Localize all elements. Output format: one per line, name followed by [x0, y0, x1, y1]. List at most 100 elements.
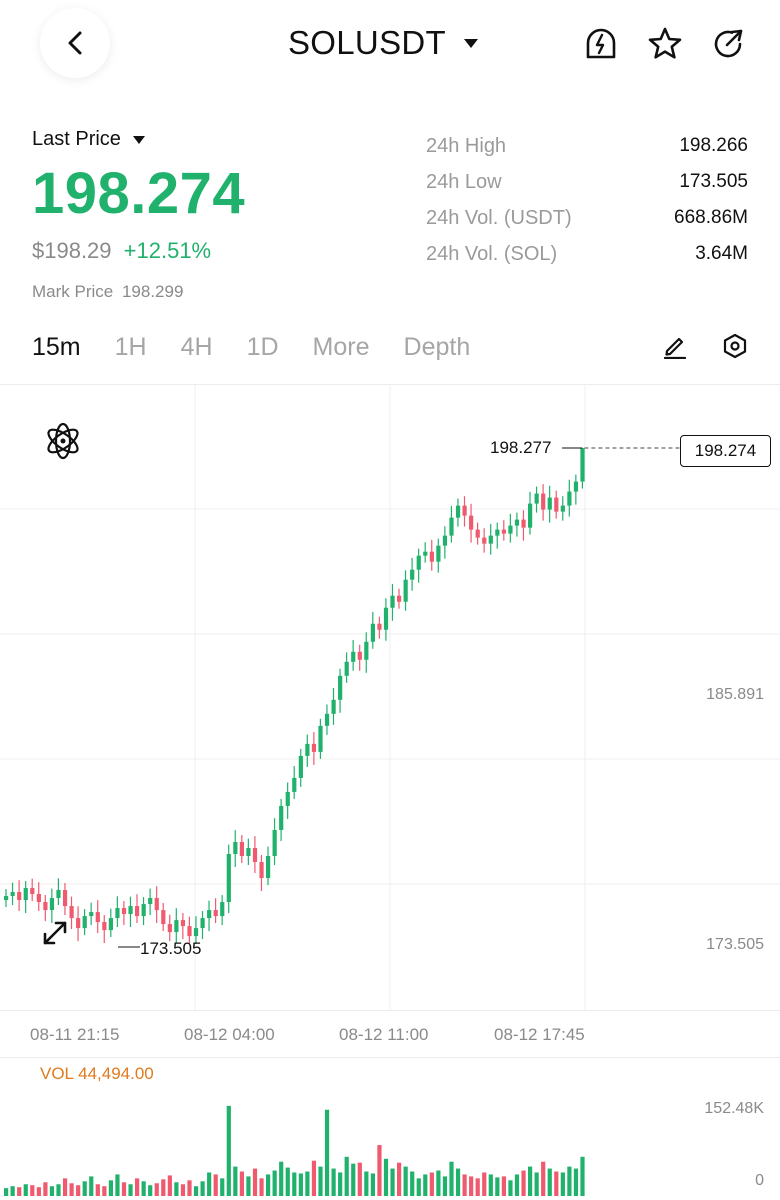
candle-body: [17, 892, 22, 901]
candle-body: [357, 651, 362, 660]
back-button[interactable]: [40, 8, 110, 78]
volume-bar: [193, 1186, 199, 1196]
candle: [488, 523, 493, 555]
candle: [423, 542, 428, 563]
candle-body: [311, 743, 317, 752]
candle-body: [10, 892, 15, 897]
candle-body: [266, 856, 271, 879]
tab-depth[interactable]: Depth: [403, 332, 471, 361]
volume-bar: [370, 1173, 375, 1196]
volume-bar: [534, 1172, 539, 1196]
volume-bar: [383, 1158, 389, 1196]
time-axis: 08-11 21:15 08-12 04:00 08-12 11:00 08-1…: [0, 1010, 780, 1058]
candle-body: [43, 902, 48, 911]
draw-tool-button[interactable]: [661, 332, 689, 360]
candle: [56, 878, 61, 906]
candle: [429, 539, 434, 571]
share-button[interactable]: [710, 26, 746, 62]
candle-body: [436, 545, 441, 562]
volume-bar: [318, 1166, 323, 1196]
price-alert-button[interactable]: [583, 26, 619, 62]
volume-bar: [239, 1171, 244, 1196]
candle: [462, 496, 467, 527]
candle: [436, 538, 441, 573]
candle: [403, 570, 408, 611]
volume-bar: [462, 1174, 467, 1196]
volume-bar: [82, 1181, 87, 1196]
candlestick-chart[interactable]: [0, 384, 780, 1010]
candle-body: [547, 497, 552, 510]
volume-bar: [567, 1166, 572, 1196]
candle: [534, 486, 539, 513]
candle-body: [528, 503, 533, 528]
high-marker-label: 198.277: [490, 438, 551, 458]
volume-bar: [573, 1168, 579, 1196]
candle: [121, 901, 127, 926]
indicator-toggle-button[interactable]: [42, 420, 84, 462]
volume-bar: [521, 1170, 526, 1196]
candle-body: [279, 805, 284, 830]
candle-body: [292, 777, 297, 792]
volume-bar: [436, 1170, 441, 1196]
candle-body: [338, 675, 343, 700]
candle-body: [62, 890, 68, 907]
candle: [62, 883, 68, 916]
tab-1h[interactable]: 1H: [114, 332, 147, 361]
candle: [43, 895, 48, 922]
tab-more[interactable]: More: [312, 332, 370, 361]
candle: [390, 583, 395, 621]
candle-body: [115, 908, 120, 919]
volume-bar: [128, 1184, 133, 1196]
volume-bar: [121, 1182, 127, 1196]
volume-bar: [344, 1156, 349, 1196]
candle-body: [121, 908, 127, 915]
candle-body: [102, 922, 107, 931]
candle-body: [259, 862, 264, 879]
price-alert-bell-icon: [586, 28, 616, 59]
candle-body: [135, 906, 140, 917]
candle-body: [298, 755, 303, 778]
chart-settings-button[interactable]: [721, 332, 749, 360]
favorite-button[interactable]: [647, 26, 683, 62]
candle-body: [475, 529, 480, 538]
stats-panel: 24h High 198.266 24h Low 173.505 24h Vol…: [426, 128, 748, 272]
fullscreen-button[interactable]: [40, 918, 70, 948]
tab-1d[interactable]: 1D: [246, 332, 279, 361]
volume-bar: [580, 1156, 585, 1196]
candle: [252, 836, 258, 874]
candle-body: [128, 906, 133, 915]
last-price-selector[interactable]: Last Price: [32, 128, 145, 151]
volume-bar: [220, 1178, 225, 1196]
volume-bar: [233, 1166, 238, 1196]
usd-price: $198.29: [32, 238, 112, 263]
candle-body: [364, 641, 369, 660]
candle: [580, 448, 585, 489]
pair-selector[interactable]: SOLUSDT: [288, 24, 478, 62]
candle: [239, 834, 244, 864]
candle: [338, 668, 343, 713]
mark-price-label: Mark Price: [32, 282, 114, 301]
candle: [416, 548, 421, 583]
tab-15m[interactable]: 15m: [32, 332, 81, 361]
candle-body: [351, 651, 356, 662]
candle-body: [154, 898, 159, 911]
volume-bar: [102, 1186, 107, 1196]
stat-value: 3.64M: [695, 243, 748, 264]
candle: [469, 503, 474, 543]
candle-body: [514, 519, 520, 526]
tab-4h[interactable]: 4H: [180, 332, 213, 361]
candle: [187, 916, 192, 944]
candle-body: [573, 481, 579, 492]
candle-body: [167, 924, 172, 933]
candle-body: [174, 920, 179, 933]
volume-bar: [259, 1178, 264, 1196]
candle-body: [4, 896, 9, 901]
candle: [344, 652, 349, 683]
candle-body: [239, 841, 244, 857]
candle-body: [193, 928, 199, 937]
candle-body: [108, 918, 113, 931]
volume-chart[interactable]: [0, 1058, 780, 1200]
candle-body: [56, 890, 61, 899]
candle: [82, 909, 87, 936]
candle: [370, 611, 375, 649]
